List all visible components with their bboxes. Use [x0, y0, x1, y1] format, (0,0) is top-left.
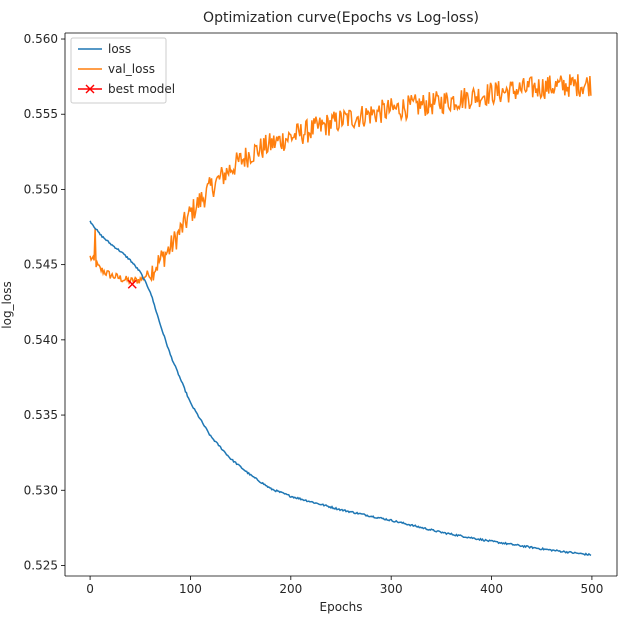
- x-tick-label: 400: [480, 582, 503, 596]
- best-model-marker: [127, 279, 137, 289]
- y-tick-label: 0.555: [24, 107, 58, 121]
- legend-marker-best-model: [85, 84, 95, 94]
- x-tick-label: 500: [580, 582, 603, 596]
- chart-title: Optimization curve(Epochs vs Log-loss): [203, 10, 479, 26]
- y-tick-label: 0.535: [24, 408, 58, 422]
- y-tick-label: 0.560: [24, 32, 58, 46]
- x-axis-label: Epochs: [320, 600, 363, 614]
- series-layer: [89, 74, 592, 557]
- legend-label-val-loss: val_loss: [108, 62, 155, 76]
- x-tick-label: 0: [86, 582, 94, 596]
- y-axis-ticks: 0.525 0.530 0.535 0.540 0.545 0.550 0.555 0.560: [24, 32, 65, 572]
- legend: loss val_loss best model: [70, 37, 175, 104]
- y-axis-label: log_loss: [0, 281, 14, 328]
- x-tick-label: 100: [179, 582, 202, 596]
- y-tick-label: 0.550: [24, 182, 58, 196]
- x-tick-label: 200: [279, 582, 302, 596]
- legend-box: [70, 37, 167, 104]
- y-tick-label: 0.525: [24, 558, 58, 572]
- series-line-loss: [89, 220, 592, 557]
- y-tick-label: 0.545: [24, 258, 58, 272]
- plot-area: [65, 33, 617, 576]
- legend-label-loss: loss: [108, 42, 131, 56]
- x-tick-label: 300: [380, 582, 403, 596]
- y-tick-label: 0.530: [24, 483, 58, 497]
- series-line-val-loss: [89, 74, 592, 286]
- x-axis-ticks: 0 100 200 300 400 500: [86, 576, 603, 596]
- legend-label-best-model: best model: [108, 82, 175, 96]
- y-tick-label: 0.540: [24, 333, 58, 347]
